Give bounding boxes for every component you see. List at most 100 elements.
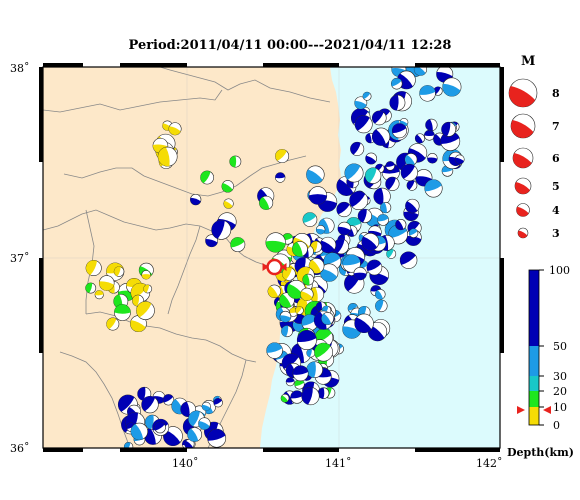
event-beachball	[373, 187, 391, 205]
magnitude-legend-label: 7	[552, 120, 560, 133]
magnitude-legend-ball	[512, 147, 534, 169]
event-beachball	[302, 273, 315, 286]
magnitude-legend-label: 8	[552, 87, 560, 100]
event-beachball	[375, 299, 388, 313]
event-beachball	[301, 387, 320, 406]
event-beachball	[350, 141, 365, 156]
magnitude-legend-label: 6	[552, 152, 560, 165]
map-title: Period:2011/04/11 00:00---2021/04/11 12:…	[128, 38, 452, 53]
event-beachball	[400, 163, 418, 182]
event-beachball	[223, 198, 234, 209]
event-beachball	[374, 289, 386, 300]
event-beachball	[385, 176, 400, 191]
event-beachball	[98, 275, 115, 291]
event-markers	[85, 67, 465, 448]
magnitude-legend-ball	[516, 203, 530, 217]
event-beachball	[323, 252, 342, 271]
event-beachball	[130, 315, 147, 333]
event-beachball	[442, 77, 462, 97]
event-beachball	[366, 259, 383, 276]
event-beachball	[280, 393, 290, 403]
event-beachball	[213, 398, 223, 408]
event-beachball	[314, 342, 333, 362]
event-beachball	[154, 421, 166, 434]
event-beachball	[296, 330, 317, 351]
event-beachball	[259, 195, 274, 210]
depth-tick-50: 50	[553, 340, 567, 353]
event-beachball	[168, 122, 182, 136]
event-beachball	[85, 282, 97, 294]
focus-marker-icon	[262, 258, 287, 276]
event-beachball	[267, 284, 281, 298]
event-beachball	[190, 193, 202, 206]
event-beachball	[295, 306, 304, 315]
event-beachball	[290, 390, 304, 404]
event-beachball	[413, 67, 428, 76]
event-beachball	[94, 290, 104, 300]
event-beachball	[371, 110, 387, 126]
event-beachball	[371, 127, 391, 146]
event-beachball	[391, 123, 407, 139]
event-beachball	[265, 232, 286, 253]
event-beachball	[389, 94, 406, 111]
depth-tick-10: 10	[553, 401, 567, 414]
event-beachball	[405, 198, 420, 214]
event-beachball	[198, 417, 211, 430]
event-beachball	[114, 304, 131, 321]
event-beachball	[162, 394, 175, 406]
event-beachball	[275, 172, 286, 183]
event-beachball	[353, 266, 367, 281]
magnitude-legend: 8 7 6 5 4 3	[508, 78, 560, 240]
event-beachball	[333, 238, 349, 255]
event-beachball	[406, 180, 418, 191]
event-beachball	[123, 442, 134, 448]
event-beachball	[385, 161, 395, 171]
event-beachball	[390, 77, 403, 90]
depth-label: Depth(km)	[507, 446, 574, 459]
event-beachball	[425, 118, 438, 132]
event-beachball	[354, 313, 374, 334]
focus-marker-right-arrow	[280, 263, 287, 272]
depth-tick-0: 0	[553, 419, 560, 432]
event-beachball	[427, 152, 438, 164]
event-beachball	[279, 310, 292, 323]
event-beachball	[200, 170, 214, 185]
event-beachball	[163, 426, 183, 446]
event-beachball	[221, 180, 234, 193]
event-beachball	[201, 401, 211, 411]
event-beachball	[441, 121, 457, 137]
focus-marker-left-arrow	[262, 263, 269, 272]
event-beachball	[349, 191, 369, 211]
depth-tick-30: 30	[553, 370, 567, 383]
event-beachball	[266, 342, 283, 359]
lon-label-141: 141˚	[325, 457, 352, 470]
event-beachball	[308, 186, 328, 205]
event-beachball	[141, 270, 151, 280]
event-beachball	[364, 167, 382, 184]
magnitude-legend-ball	[508, 78, 538, 108]
event-beachball	[85, 260, 102, 277]
event-beachball	[229, 155, 242, 168]
lon-label-140: 140˚	[172, 457, 199, 470]
depth-tick-20: 20	[553, 385, 567, 398]
event-beachball	[377, 214, 389, 226]
depth-colorbar	[528, 269, 544, 426]
event-beachball	[275, 149, 290, 164]
event-beachball	[320, 263, 339, 282]
event-beachball	[342, 254, 361, 273]
event-beachball	[424, 179, 443, 198]
event-beachball	[357, 208, 373, 224]
event-beachball	[281, 325, 293, 338]
magnitude-legend-ball	[517, 227, 529, 239]
event-beachball	[354, 96, 368, 110]
event-beachball	[211, 219, 232, 240]
event-beachball	[408, 228, 419, 238]
lat-label-36: 36˚	[10, 442, 30, 455]
event-beachball	[424, 129, 435, 141]
event-beachball	[306, 361, 323, 379]
event-beachball	[365, 152, 378, 165]
lat-label-37: 37˚	[10, 252, 30, 265]
event-beachball	[306, 348, 316, 358]
magnitude-legend-ball	[514, 177, 532, 195]
